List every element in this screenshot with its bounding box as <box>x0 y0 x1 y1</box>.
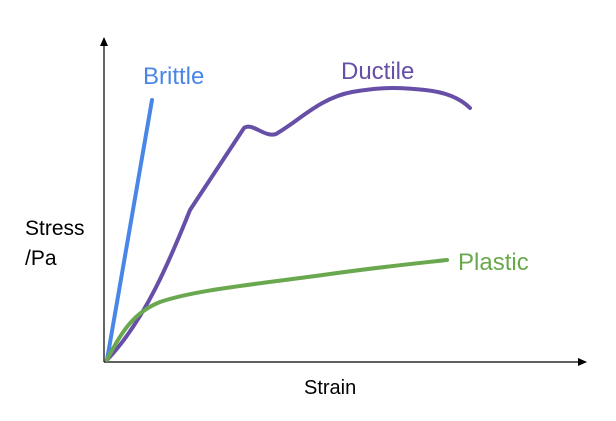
ductile-curve <box>105 86 472 362</box>
brittle-curve <box>105 98 154 362</box>
ductile-label: Ductile <box>341 58 414 85</box>
x-axis-label: Strain <box>304 377 356 399</box>
brittle-label: Brittle <box>143 63 204 90</box>
y-axis-label-line2: /Pa <box>25 247 57 270</box>
y-axis-label-line1: Stress <box>25 217 85 240</box>
plastic-label: Plastic <box>458 249 529 276</box>
plastic-curve <box>105 258 449 362</box>
